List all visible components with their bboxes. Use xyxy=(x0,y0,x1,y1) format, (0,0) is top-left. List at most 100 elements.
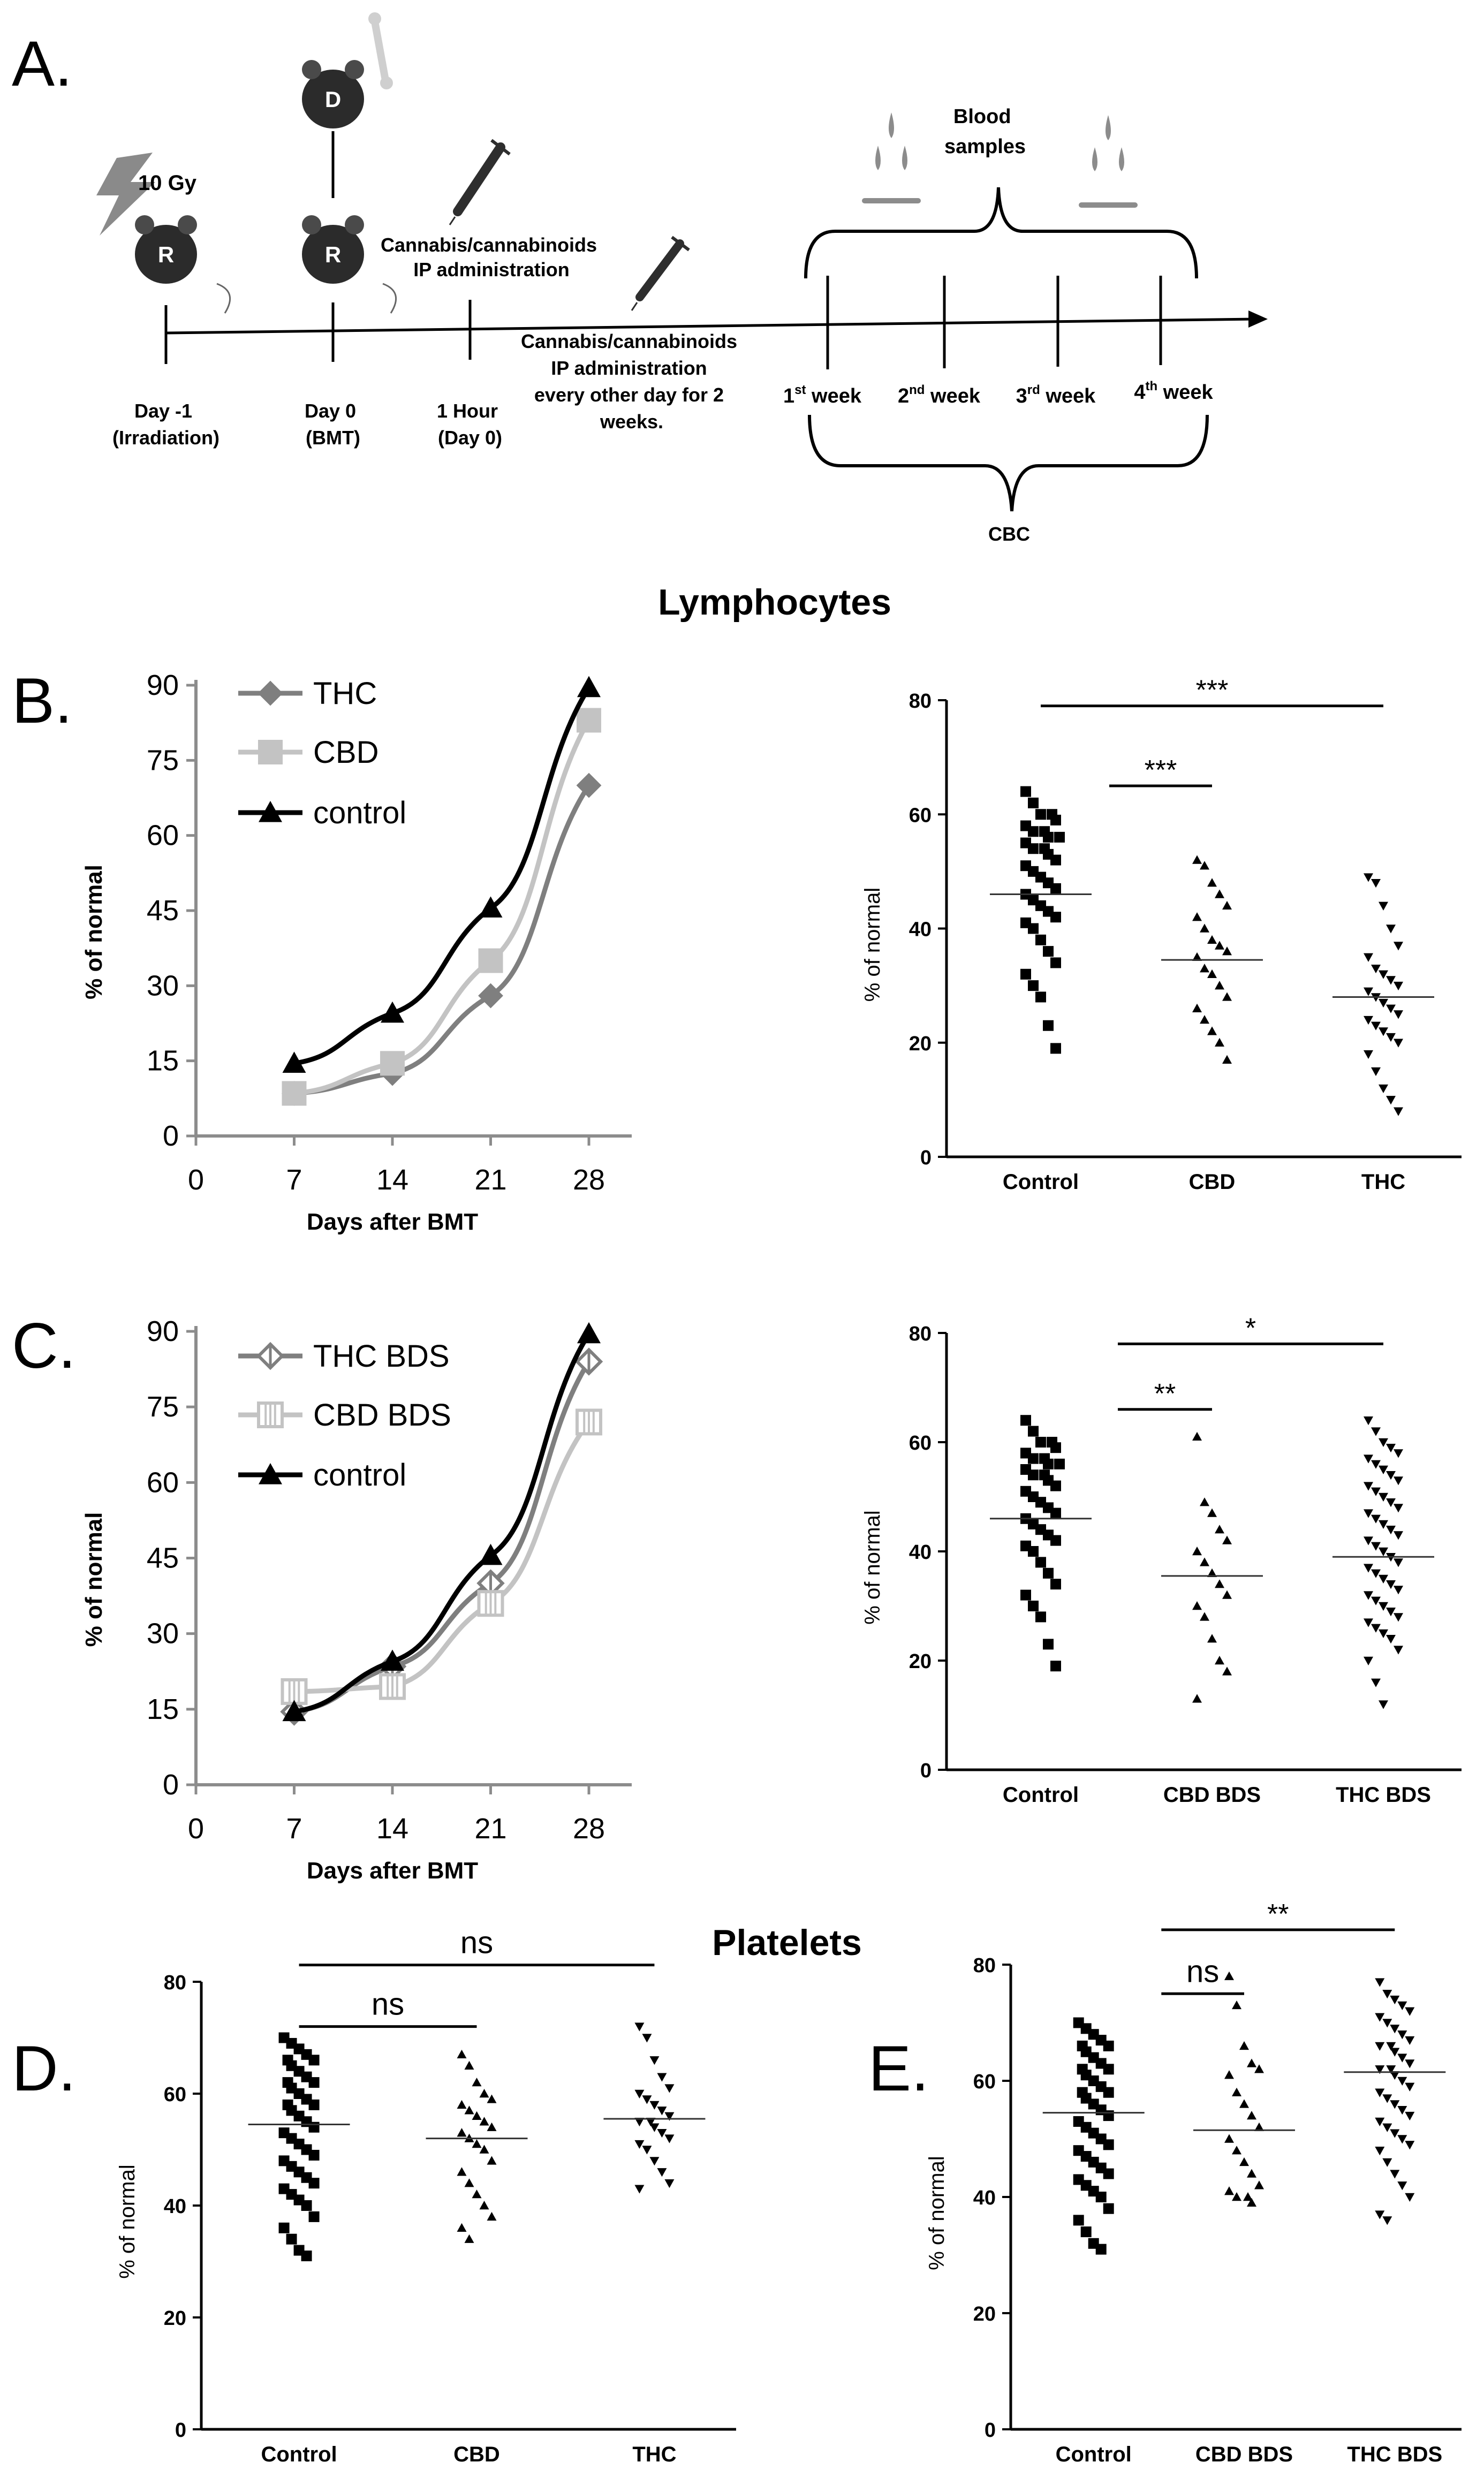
data-point-cbd xyxy=(1215,1037,1224,1047)
data-point-cbd-bds xyxy=(1224,2070,1234,2079)
y-tick-label: 60 xyxy=(147,820,179,852)
mouse-donor-letter: D xyxy=(325,87,341,112)
data-point-cbd-bds xyxy=(1247,2169,1256,2178)
data-point-thc-bds xyxy=(1379,1492,1388,1502)
data-point-cbd-bds xyxy=(1222,1590,1232,1599)
data-point-cbd xyxy=(487,2094,497,2103)
data-point-cbd xyxy=(1200,923,1209,933)
data-point-cbd xyxy=(472,2111,482,2120)
significance-label: ** xyxy=(1267,1899,1289,1930)
chart-c-line: C. 0 15 30 45 60 75 90 0 7 14 21 28 Days after BMT % o… xyxy=(12,1310,632,1884)
data-point-control xyxy=(286,2233,297,2245)
data-point-cbd-bds xyxy=(1247,2111,1256,2120)
data-point-cbd xyxy=(1200,861,1209,870)
data-point-thc-bds xyxy=(1394,1531,1403,1540)
y-tick-label: 40 xyxy=(909,1541,932,1564)
section-title-platelets: Platelets xyxy=(712,1922,862,1963)
data-point-cbd xyxy=(457,2100,467,2109)
data-point-thc-bds xyxy=(1382,2216,1392,2225)
data-point-cbd-bds xyxy=(1224,1971,1234,1980)
data-point-thc-bds xyxy=(1390,1995,1400,2005)
data-point-control xyxy=(1050,1480,1061,1491)
y-tick-label: 90 xyxy=(147,1315,179,1347)
data-point-thc xyxy=(664,2134,675,2143)
y-tick-label: 0 xyxy=(163,1120,179,1152)
data-point-cbd xyxy=(1222,946,1232,956)
data-point-thc xyxy=(657,2128,667,2138)
y-axis-title: % of normal xyxy=(81,865,107,999)
data-point-control xyxy=(1095,2244,1107,2255)
point-control xyxy=(577,676,601,698)
x-tick-label: THC BDS xyxy=(1347,2443,1442,2466)
data-point-thc-bds xyxy=(1405,2059,1415,2069)
data-point-control xyxy=(308,2055,320,2066)
data-point-control xyxy=(278,2222,290,2233)
data-point-cbd-bds xyxy=(1254,2064,1264,2073)
x-tick-label: CBD BDS xyxy=(1195,2443,1293,2466)
data-point-cbd-bds xyxy=(1254,2122,1264,2131)
data-point-cbd xyxy=(1207,878,1217,887)
data-point-cbd xyxy=(1222,900,1232,910)
data-point-cbd-bds xyxy=(1215,1656,1224,1665)
data-point-thc-bds xyxy=(1371,1624,1381,1633)
data-point-thc-bds xyxy=(1379,1520,1388,1529)
chart-c-scatter: 0 20 40 60 80 % of normal Control CBD BDS THC BD… xyxy=(861,1313,1462,1807)
data-point-thc-bds xyxy=(1371,1487,1381,1496)
week-4-sup: th xyxy=(1145,379,1157,393)
point-control xyxy=(381,1649,404,1671)
data-point-cbd xyxy=(472,2189,482,2199)
data-point-thc-bds xyxy=(1371,1596,1381,1605)
timeline-day0-line1: Day 0 xyxy=(305,400,356,422)
data-point-thc-bds xyxy=(1375,2042,1385,2051)
y-tick-label: 30 xyxy=(147,1618,179,1650)
data-point-control xyxy=(1073,2215,1084,2226)
data-point-thc xyxy=(1364,1050,1373,1059)
data-point-control xyxy=(1095,2192,1107,2202)
data-point-control xyxy=(308,2077,320,2088)
data-point-thc-bds xyxy=(1375,2065,1385,2074)
data-point-thc-bds xyxy=(1371,1514,1381,1524)
x-tick-label: 28 xyxy=(573,1813,605,1845)
data-point-thc-bds xyxy=(1390,2025,1400,2034)
data-point-cbd-bds xyxy=(1207,1634,1217,1643)
timeline-label-1hour: 1 Hour (Day 0) xyxy=(437,400,503,449)
data-point-control xyxy=(1035,809,1046,820)
legend-label: control xyxy=(313,1458,406,1492)
treatment-note-2-line4: weeks. xyxy=(600,411,663,433)
point-control xyxy=(282,1051,306,1073)
dose-label: 10 Gy xyxy=(138,171,197,195)
y-tick-label: 0 xyxy=(163,1769,179,1801)
radiation-bolt-icon xyxy=(96,153,155,236)
data-point-cbd xyxy=(479,2145,489,2154)
data-point-control xyxy=(1043,1567,1054,1579)
data-point-thc-bds xyxy=(1375,2088,1385,2097)
data-point-thc-bds xyxy=(1371,1460,1381,1469)
data-point-thc-bds xyxy=(1390,2100,1400,2109)
series-line-control xyxy=(293,1332,591,1714)
data-point-control xyxy=(308,2178,320,2189)
data-point-cbd-bds xyxy=(1222,1666,1232,1676)
data-point-thc-bds xyxy=(1405,2111,1415,2121)
series-line-cbd xyxy=(294,719,591,1096)
data-point-thc-bds xyxy=(1390,2048,1400,2057)
y-axis-title: % of normal xyxy=(861,1510,884,1624)
point-cbd xyxy=(577,708,601,733)
data-point-control xyxy=(1050,1579,1061,1590)
data-point-thc xyxy=(1386,1004,1396,1013)
y-tick-label: 20 xyxy=(909,1650,932,1673)
data-point-control xyxy=(1103,2087,1114,2098)
data-point-cbd xyxy=(487,2211,497,2221)
data-point-thc xyxy=(1394,942,1403,951)
x-tick-label: 21 xyxy=(474,1164,506,1196)
legend-marker xyxy=(258,740,283,764)
data-point-control xyxy=(1043,946,1054,957)
data-point-thc xyxy=(1379,901,1388,911)
legend-label: control xyxy=(313,795,406,830)
data-point-cbd-bds xyxy=(1239,2157,1249,2166)
legend-marker xyxy=(258,680,283,706)
y-tick-label: 75 xyxy=(147,744,179,776)
legend-label: THC xyxy=(313,676,377,711)
significance-label: *** xyxy=(1145,755,1177,786)
data-point-thc xyxy=(664,2179,675,2188)
week-2-word: week xyxy=(925,385,980,407)
